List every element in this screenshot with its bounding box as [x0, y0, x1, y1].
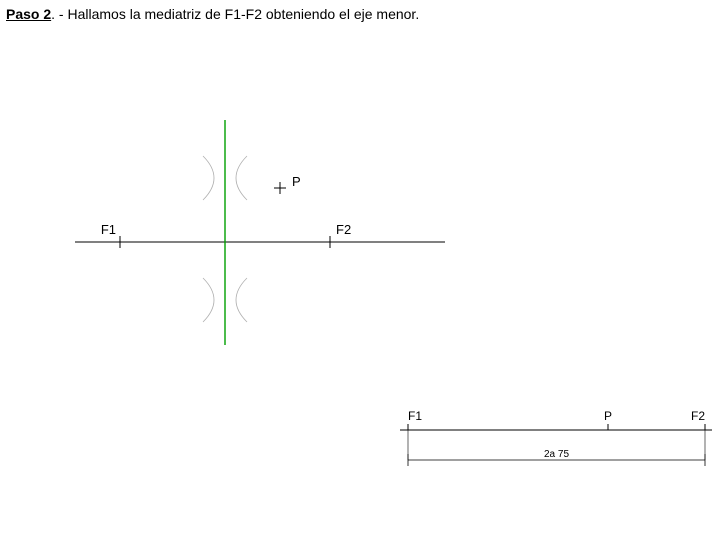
label-f2: F2	[336, 222, 351, 237]
diagram-canvas: F1 F2 P F1 P F2 2a 75	[0, 0, 720, 540]
ruler-label-p: P	[604, 409, 612, 423]
ruler-label-f2: F2	[691, 409, 705, 423]
label-f1: F1	[101, 222, 116, 237]
label-p: P	[292, 174, 301, 189]
point-p	[274, 182, 286, 194]
dim-label: 2a 75	[544, 449, 569, 460]
ruler-label-f1: F1	[408, 409, 422, 423]
